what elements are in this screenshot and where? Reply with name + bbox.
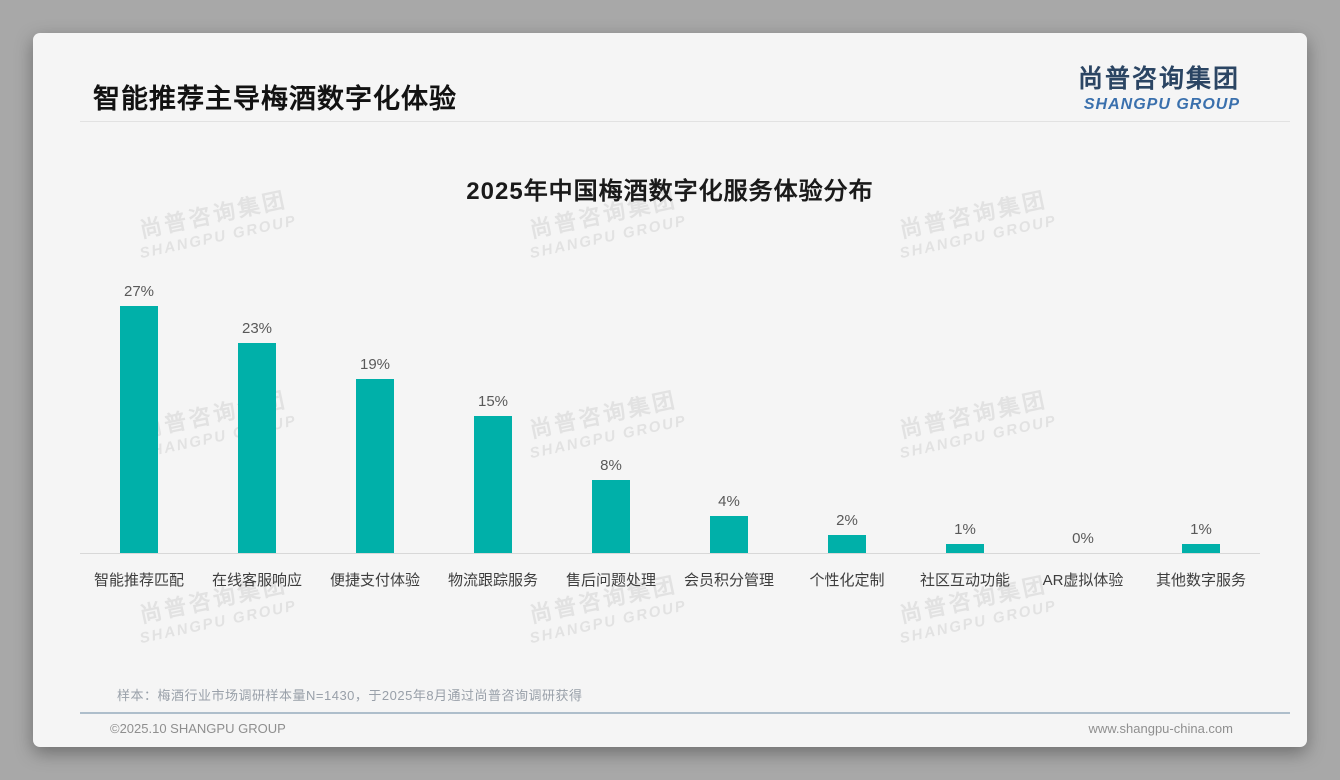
slide-footer: ©2025.10 SHANGPU GROUP www.shangpu-china…	[110, 721, 1233, 736]
bar	[120, 305, 158, 553]
bar-value-label: 15%	[477, 392, 509, 410]
logo-en-text: SHANGPU GROUP	[1083, 96, 1240, 113]
bar	[474, 415, 512, 553]
x-axis-line	[80, 553, 1260, 554]
bar-category-label: 会员积分管理	[683, 572, 774, 589]
website-url: www.shangpu-china.com	[1088, 721, 1233, 736]
copyright-text: ©2025.10 SHANGPU GROUP	[110, 721, 286, 736]
bar-chart-plot: 27% 23% 19% 15% 8% 4% 2% 1% 0% 1%	[80, 273, 1260, 553]
bar-value-label: 1%	[954, 520, 976, 538]
bar-value-label: 1%	[1190, 520, 1212, 538]
bar-category-label: 社区互动功能	[919, 572, 1010, 589]
bar-category-label: 便捷支付体验	[329, 572, 420, 589]
bar-category-label: 在线客服响应	[211, 572, 302, 589]
bar-column: 2%	[788, 273, 906, 553]
bar-category-label: AR虚拟体验	[1042, 572, 1124, 589]
logo-cn-text: 尚普咨询集团	[1077, 65, 1240, 93]
bar	[356, 379, 394, 553]
bar-column: 0%	[1024, 273, 1142, 553]
bar	[1182, 543, 1220, 553]
footer-divider	[80, 712, 1290, 714]
bar-value-label: 2%	[836, 511, 858, 529]
bar-category-label: 售后问题处理	[565, 572, 656, 589]
bar-column: 15%	[434, 273, 552, 553]
bar	[710, 516, 748, 553]
bar-column: 1%	[1142, 273, 1260, 553]
bar	[828, 534, 866, 553]
bar-column: 27%	[80, 273, 198, 553]
bar-category-label: 个性化定制	[809, 572, 885, 589]
bar	[238, 342, 276, 553]
bar-category-label: 其他数字服务	[1155, 572, 1246, 589]
bar	[592, 479, 630, 553]
bar	[946, 543, 984, 553]
bar-value-label: 0%	[1072, 530, 1094, 547]
bar-category-label: 物流跟踪服务	[447, 572, 538, 589]
slide: 尚普咨询集团 SHANGPU GROUP 尚普咨询集团 SHANGPU GROUP 尚普…	[33, 33, 1307, 747]
bar-column: 8%	[552, 273, 670, 553]
sample-note: 样本：梅酒行业市场调研样本量N=1430，于2025年8月通过尚普咨询调研获得	[117, 688, 583, 703]
bar-column: 19%	[316, 273, 434, 553]
bar-column: 23%	[198, 273, 316, 553]
page-title: 智能推荐主导梅酒数字化体验	[93, 84, 457, 114]
bar-value-label: 23%	[241, 319, 273, 337]
chart-title: 2025年中国梅酒数字化服务体验分布	[466, 178, 874, 205]
bar-value-label: 19%	[359, 356, 391, 374]
bar-column: 1%	[906, 273, 1024, 553]
bar-column: 4%	[670, 273, 788, 553]
title-divider	[80, 121, 1290, 122]
bar-value-label: 4%	[718, 493, 740, 511]
x-axis-labels: 智能推荐匹配 在线客服响应 便捷支付体验 物流跟踪服务 售后问题处理 会员积分管理 个性化定…	[80, 569, 1260, 590]
bar-value-label: 27%	[123, 282, 155, 300]
company-logo: 尚普咨询集团 SHANGPU GROUP	[1078, 59, 1240, 114]
bar-category-label: 智能推荐匹配	[93, 572, 184, 589]
bar-value-label: 8%	[600, 456, 622, 474]
